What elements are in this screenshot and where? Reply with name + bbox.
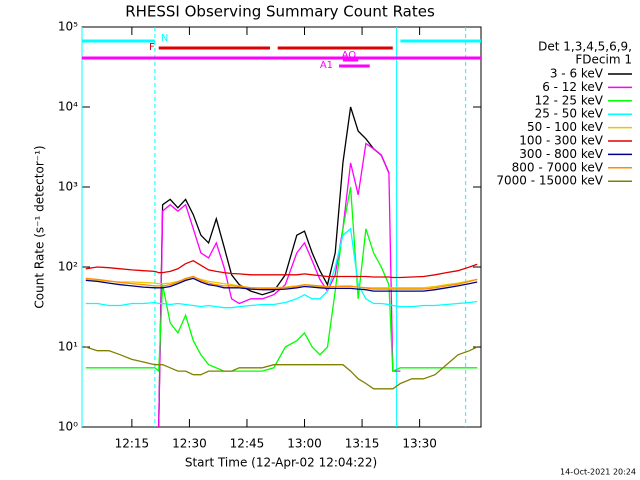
legend-label: 3 - 6 keV (550, 67, 604, 81)
y-tick-label: 10⁰ (58, 420, 78, 434)
legend-label: 800 - 7000 keV (512, 160, 604, 174)
y-tick-label: 10⁴ (58, 100, 78, 114)
legend-label: 100 - 300 keV (519, 134, 603, 148)
series-line (85, 277, 478, 292)
legend-title: Det 1,3,4,5,6,9, (538, 40, 632, 54)
y-axis-label: Count Rate (s⁻¹ detector⁻¹) (33, 145, 47, 308)
flag-label: AQ (342, 50, 357, 61)
legend-label: 50 - 100 keV (527, 120, 604, 134)
flag-label: A1 (320, 60, 333, 71)
x-tick-label: 13:15 (345, 437, 380, 451)
y-tick-label: 10⁵ (58, 20, 78, 34)
x-tick-label: 12:15 (115, 437, 150, 451)
series-line (85, 276, 478, 289)
x-tick-label: 12:30 (172, 437, 207, 451)
y-tick-label: 10³ (58, 180, 78, 194)
series-line (85, 227, 478, 309)
y-tick-label: 10¹ (58, 340, 78, 354)
legend-label: 12 - 25 keV (535, 93, 604, 107)
series-line (85, 259, 478, 279)
series-line (85, 346, 478, 390)
flag-label: N (161, 33, 168, 44)
plot-frame (81, 26, 482, 428)
x-tick-label: 12:45 (230, 437, 265, 451)
legend-label: 7000 - 15000 keV (496, 174, 603, 188)
flag-label: F (149, 42, 155, 53)
timestamp: 14-Oct-2021 20:24 (560, 468, 636, 477)
series-line (85, 186, 478, 373)
series-line (158, 142, 401, 428)
legend-label: 300 - 800 keV (519, 147, 603, 161)
y-tick-label: 10² (58, 260, 78, 274)
x-tick-label: 13:30 (402, 437, 437, 451)
x-axis-label: Start Time (12-Apr-02 12:04:22) (185, 456, 377, 470)
legend-label: 6 - 12 keV (542, 80, 604, 94)
x-tick-label: 13:00 (287, 437, 322, 451)
series-line (85, 275, 478, 290)
chart-title: RHESSI Observing Summary Count Rates (125, 3, 435, 21)
legend-label: 25 - 50 keV (535, 107, 604, 121)
series-line (158, 106, 390, 428)
legend-title: FDecim 1 (575, 53, 632, 67)
